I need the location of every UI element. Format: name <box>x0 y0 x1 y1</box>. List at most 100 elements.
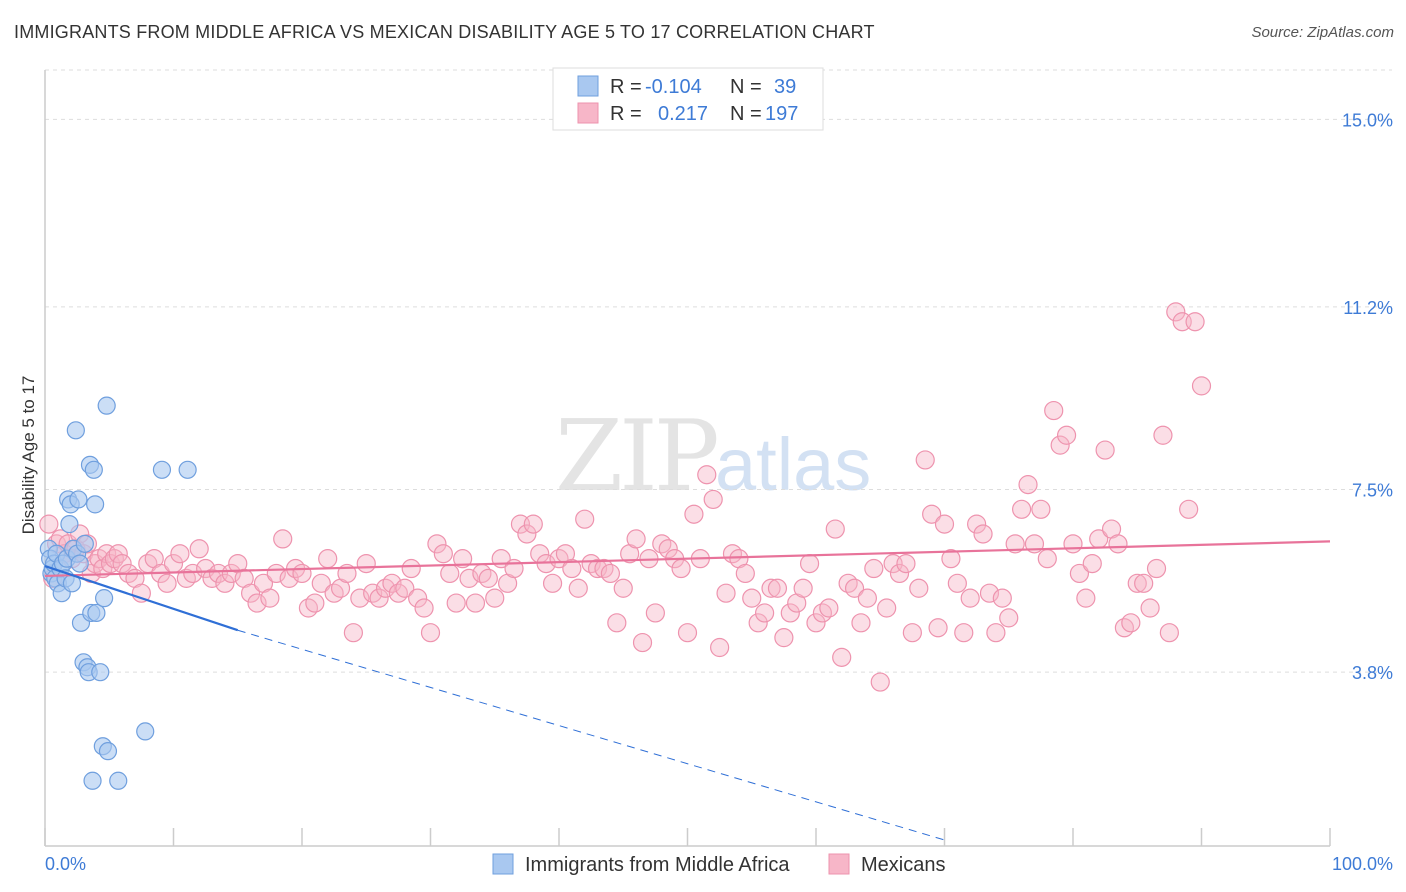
legend-n-value-1: 39 <box>774 76 796 98</box>
data-point-mexicans <box>684 504 704 524</box>
series-middle-africa <box>39 396 197 790</box>
data-point-mexicans <box>478 568 498 588</box>
data-point-mexicans <box>652 534 672 554</box>
data-point-mexicans <box>999 608 1019 628</box>
data-point-mexicans <box>761 578 781 598</box>
data-point-mexicans <box>742 588 762 608</box>
data-point-mexicans <box>607 613 627 633</box>
data-point-mexicans <box>562 558 582 579</box>
data-point-mexicans <box>382 573 402 593</box>
data-point-mexicans <box>292 563 312 584</box>
data-point-mexicans <box>754 603 775 623</box>
data-point-mexicans <box>825 519 845 539</box>
data-point-mexicans <box>1069 563 1090 584</box>
data-point-mexicans <box>1063 534 1083 554</box>
data-point-mexicans <box>1179 499 1199 519</box>
data-point-mexicans <box>401 558 421 579</box>
data-point-mexicans <box>221 563 241 584</box>
data-point-mexicans <box>1185 312 1205 332</box>
data-point-mexicans <box>176 568 196 588</box>
data-point-mexicans <box>485 588 505 608</box>
data-point-middle-africa <box>60 515 79 534</box>
data-point-mexicans <box>39 514 59 534</box>
data-point-mexicans <box>710 637 730 658</box>
data-point-mexicans <box>395 578 415 598</box>
data-point-mexicans <box>427 534 447 554</box>
legend-swatch-pink <box>577 102 599 124</box>
data-point-mexicans <box>812 603 833 623</box>
data-point-mexicans <box>889 563 910 584</box>
data-point-mexicans <box>196 558 216 579</box>
data-point-mexicans <box>202 568 222 588</box>
data-point-mexicans <box>857 588 878 608</box>
data-point-mexicans <box>369 588 389 608</box>
data-point-mexicans <box>909 578 929 598</box>
data-point-middle-africa <box>70 554 89 573</box>
data-point-mexicans <box>465 593 486 613</box>
x-tick-labels: 0.0% 100.0% <box>45 854 1393 874</box>
data-point-mexicans <box>568 578 588 598</box>
data-point-mexicans <box>735 563 755 584</box>
y-axis-label: Disability Age 5 to 17 <box>19 376 38 535</box>
data-point-mexicans <box>703 489 723 510</box>
data-point-middle-africa <box>83 771 102 790</box>
data-point-mexicans <box>793 578 813 598</box>
data-point-mexicans <box>356 553 376 574</box>
y-tick-labels: 3.8% 7.5% 11.2% 15.0% <box>1342 110 1393 683</box>
data-point-middle-africa <box>66 421 85 440</box>
data-point-middle-africa <box>86 495 105 514</box>
legend-bottom-swatch-pink <box>828 853 850 875</box>
data-point-mexicans <box>594 558 614 579</box>
y-tick-label: 11.2% <box>1343 298 1393 318</box>
data-point-mexicans <box>414 598 434 618</box>
data-point-mexicans <box>388 583 408 603</box>
data-point-mexicans <box>915 450 935 470</box>
data-point-mexicans <box>575 509 595 529</box>
data-point-mexicans <box>806 613 826 633</box>
data-point-mexicans <box>992 588 1012 608</box>
data-point-mexicans <box>433 544 453 564</box>
source-label: Source: ZipAtlas.com <box>1251 24 1394 41</box>
data-point-mexicans <box>459 568 479 588</box>
data-point-mexicans <box>896 553 916 574</box>
data-point-mexicans <box>305 593 325 613</box>
data-point-mexicans <box>832 647 852 667</box>
watermark-zip: ZIP <box>555 400 717 514</box>
data-point-mexicans <box>973 524 993 544</box>
data-point-mexicans <box>1114 618 1135 638</box>
data-point-mexicans <box>716 583 736 603</box>
data-point-mexicans <box>844 578 865 598</box>
trend-lines <box>44 540 1331 841</box>
data-point-mexicans <box>523 514 543 534</box>
chart-title: IMMIGRANTS FROM MIDDLE AFRICA VS MEXICAN… <box>14 22 875 42</box>
legend-top: R = -0.104 N = 39 R = 0.217 N = 197 <box>552 67 824 131</box>
watermark-atlas: atlas <box>715 423 871 506</box>
x-tick-label-start: 0.0% <box>45 854 86 874</box>
data-point-mexicans <box>170 544 190 564</box>
legend-swatch-blue <box>577 75 599 97</box>
y-tick-label: 7.5% <box>1352 481 1393 501</box>
data-point-mexicans <box>241 583 261 603</box>
data-point-mexicans <box>542 573 563 593</box>
data-point-middle-africa <box>69 490 88 509</box>
data-point-mexicans <box>311 573 331 593</box>
series-mexicans <box>39 302 1212 692</box>
data-point-mexicans <box>1056 425 1077 445</box>
data-point-middle-africa <box>91 663 110 682</box>
data-point-mexicans <box>517 524 537 544</box>
data-point-mexicans <box>877 598 897 618</box>
x-tick-label-end: 100.0% <box>1332 854 1393 874</box>
data-point-mexicans <box>922 504 942 524</box>
data-point-mexicans <box>1153 425 1173 445</box>
data-point-mexicans <box>1018 475 1038 495</box>
data-point-mexicans <box>324 583 344 603</box>
legend-r-label-1: R = <box>610 76 642 98</box>
data-point-mexicans <box>446 593 466 613</box>
data-point-middle-africa <box>178 460 197 479</box>
data-point-mexicans <box>632 632 653 653</box>
data-point-mexicans <box>767 578 788 598</box>
legend-n-value-2: 197 <box>765 103 798 125</box>
data-point-mexicans <box>1095 440 1115 460</box>
data-point-mexicans <box>941 549 961 569</box>
data-point-mexicans <box>870 672 890 692</box>
